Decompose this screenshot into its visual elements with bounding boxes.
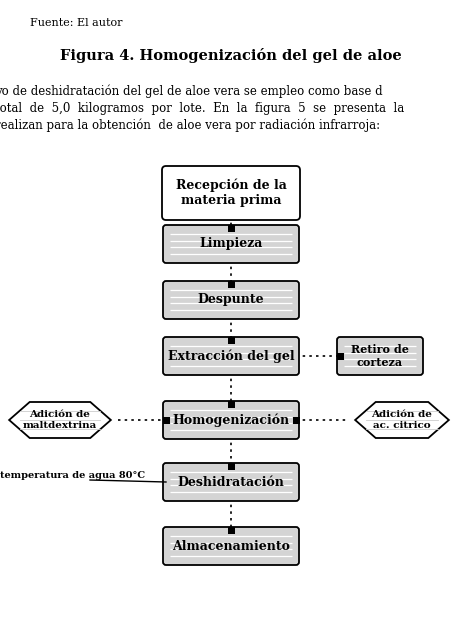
FancyBboxPatch shape: [227, 281, 235, 287]
Text: Retiro de
corteza: Retiro de corteza: [351, 344, 409, 368]
Text: Limpieza: Limpieza: [199, 238, 263, 251]
Text: temperatura de agua 80°C: temperatura de agua 80°C: [0, 471, 145, 481]
Text: Adición de
ac. citrico: Adición de ac. citrico: [371, 411, 432, 430]
Polygon shape: [355, 402, 449, 438]
FancyBboxPatch shape: [227, 463, 235, 470]
FancyBboxPatch shape: [163, 401, 299, 439]
Text: total  de  5,0  kilogramos  por  lote.  En  la  figura  5  se  presenta  la: total de 5,0 kilogramos por lote. En la …: [0, 102, 404, 115]
Text: Homogenización: Homogenización: [172, 413, 290, 427]
Text: yo de deshidratación del gel de aloe vera se empleo como base d: yo de deshidratación del gel de aloe ver…: [0, 85, 383, 98]
FancyBboxPatch shape: [163, 417, 170, 424]
Text: Extracción del gel: Extracción del gel: [168, 349, 294, 363]
Text: Deshidratación: Deshidratación: [177, 475, 285, 488]
FancyBboxPatch shape: [227, 526, 235, 534]
FancyBboxPatch shape: [163, 281, 299, 319]
Text: Recepción de la
materia prima: Recepción de la materia prima: [176, 179, 286, 207]
Text: Almacenamiento: Almacenamiento: [172, 539, 290, 552]
Text: Adición de
maltdextrina: Adición de maltdextrina: [23, 411, 97, 430]
FancyBboxPatch shape: [163, 527, 299, 565]
FancyBboxPatch shape: [162, 166, 300, 220]
FancyBboxPatch shape: [163, 225, 299, 263]
FancyBboxPatch shape: [163, 337, 299, 375]
Text: Figura 4. Homogenización del gel de aloe: Figura 4. Homogenización del gel de aloe: [60, 48, 402, 63]
Text: Despunte: Despunte: [198, 294, 264, 307]
FancyBboxPatch shape: [336, 353, 344, 360]
Text: realizan para la obtención  de aloe vera por radiación infrarroja:: realizan para la obtención de aloe vera …: [0, 119, 380, 132]
Text: Fuente: El autor: Fuente: El autor: [30, 18, 122, 28]
FancyBboxPatch shape: [163, 463, 299, 501]
FancyBboxPatch shape: [337, 337, 423, 375]
FancyBboxPatch shape: [292, 417, 299, 424]
FancyBboxPatch shape: [227, 225, 235, 231]
Polygon shape: [9, 402, 111, 438]
FancyBboxPatch shape: [227, 337, 235, 343]
FancyBboxPatch shape: [227, 401, 235, 407]
